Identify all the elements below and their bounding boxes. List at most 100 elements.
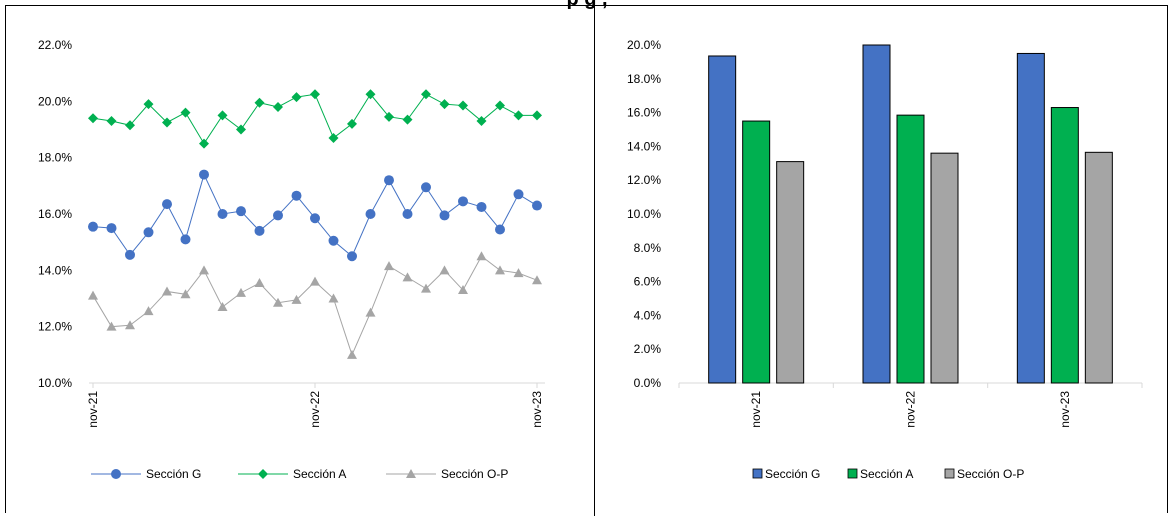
bar: [1016, 52, 1045, 384]
legend-label: Sección A: [293, 467, 346, 481]
data-point: [384, 175, 394, 186]
y-tick-label: 12.0%: [38, 320, 72, 334]
data-point: [347, 251, 357, 262]
data-point: [162, 199, 172, 210]
data-point: [310, 213, 320, 224]
data-point: [476, 251, 487, 261]
data-point: [328, 235, 339, 246]
data-point: [106, 116, 117, 127]
legend-swatch: [944, 468, 955, 479]
data-point: [458, 285, 468, 295]
y-tick-label: 20.0%: [38, 94, 72, 108]
data-point: [439, 99, 450, 110]
bar: [1084, 151, 1113, 384]
data-point: [402, 114, 413, 125]
legend-label: Sección A: [860, 467, 913, 481]
data-point: [347, 349, 357, 359]
data-point: [310, 89, 320, 100]
x-tick-label: nov-21: [86, 391, 100, 428]
data-point: [365, 307, 376, 317]
y-tick-label: 10.0%: [627, 207, 661, 221]
x-tick-label: nov-22: [308, 391, 322, 428]
data-point: [88, 221, 98, 232]
panel-divider: [594, 5, 595, 516]
data-point: [384, 111, 394, 122]
bar: [708, 55, 737, 384]
x-tick-label: nov-23: [530, 391, 544, 428]
data-point: [476, 201, 487, 212]
data-point: [421, 89, 431, 100]
data-point: [143, 227, 154, 238]
y-tick-label: 18.0%: [627, 72, 661, 86]
data-point: [273, 210, 283, 221]
data-point: [125, 249, 135, 260]
bar: [742, 120, 771, 384]
data-point: [532, 110, 542, 121]
data-point: [180, 107, 191, 118]
y-tick-label: 2.0%: [634, 342, 662, 356]
data-point: [513, 268, 524, 278]
y-tick-label: 8.0%: [634, 241, 662, 255]
data-point: [291, 294, 302, 304]
data-point: [495, 224, 505, 235]
data-point: [217, 209, 228, 219]
bar: [896, 114, 925, 384]
data-point: [495, 100, 505, 111]
data-point: [439, 210, 450, 221]
legend-marker: [258, 469, 268, 479]
y-tick-label: 18.0%: [38, 151, 72, 165]
y-tick-label: 16.0%: [38, 207, 72, 221]
legend-marker: [406, 469, 416, 478]
data-point: [476, 116, 487, 127]
data-point: [513, 189, 524, 200]
legend-label: Sección O-P: [957, 467, 1024, 481]
y-tick-label: 12.0%: [627, 173, 661, 187]
figure-frame: [5, 5, 1168, 513]
data-point: [106, 223, 117, 234]
legend-swatch: [847, 468, 858, 479]
bar: [930, 152, 959, 384]
data-point: [273, 297, 283, 307]
data-point: [328, 132, 339, 143]
data-point: [254, 225, 265, 236]
legend-label: Sección G: [765, 467, 820, 481]
data-point: [236, 287, 246, 297]
data-point: [217, 110, 228, 121]
x-tick-label: nov-23: [1058, 391, 1072, 428]
data-point: [458, 100, 468, 111]
y-tick-label: 10.0%: [38, 376, 72, 390]
legend-label: Sección G: [146, 467, 201, 481]
data-point: [402, 272, 413, 282]
bar: [1050, 107, 1079, 384]
data-point: [365, 89, 376, 100]
legend-marker: [111, 469, 121, 479]
bar: [862, 44, 891, 384]
data-point: [199, 138, 209, 149]
data-point: [532, 275, 542, 285]
data-point: [180, 234, 191, 245]
data-point: [199, 169, 209, 180]
data-point: [347, 118, 357, 129]
data-point: [513, 110, 524, 121]
legend-swatch: [752, 468, 763, 479]
data-point: [162, 286, 172, 296]
data-point: [125, 120, 135, 131]
data-point: [162, 117, 172, 128]
data-point: [291, 92, 302, 103]
y-tick-label: 22.0%: [38, 38, 72, 52]
data-point: [495, 265, 505, 275]
y-tick-label: 14.0%: [38, 263, 72, 277]
data-point: [532, 200, 542, 211]
data-point: [384, 261, 394, 271]
data-point: [236, 206, 246, 217]
data-point: [143, 306, 154, 316]
data-point: [439, 265, 450, 275]
data-point: [236, 124, 246, 135]
data-point: [365, 209, 376, 219]
bar: [776, 161, 805, 384]
x-tick-label: nov-22: [904, 391, 918, 428]
data-point: [254, 278, 265, 288]
data-point: [180, 289, 191, 299]
y-tick-label: 6.0%: [634, 275, 662, 289]
